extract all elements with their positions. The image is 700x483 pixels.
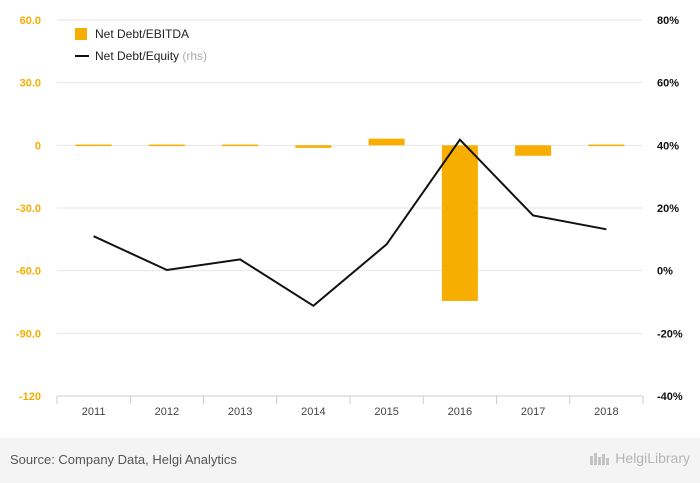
bar-2011 [75, 144, 112, 147]
brand-name: HelgiLibrary [615, 450, 690, 466]
y-right-tick-label: 0% [657, 266, 673, 278]
y-right-tick-label: 40% [657, 140, 679, 152]
bar-2012 [148, 144, 185, 147]
y-left-tick-label: -60.0 [16, 266, 41, 278]
legend-series-name: Net Debt/Equity [95, 49, 182, 63]
chart-svg: 60.0 30.0 0 -30.0 -60.0 -90.0 -120 80% 60% 40% 20%… [16, 15, 683, 418]
y-right-tick-label: -40% [657, 391, 683, 403]
legend-swatch-net-debt-ebitda [75, 28, 87, 40]
x-tick-label: 2011 [82, 406, 106, 418]
x-tick-label: 2012 [155, 406, 179, 418]
library-icon [590, 453, 610, 465]
x-tick-label: 2017 [521, 406, 545, 418]
bar-2018 [588, 144, 625, 147]
y-left-tick-label: 60.0 [20, 15, 41, 27]
bar-2017 [515, 145, 552, 156]
x-tick-label: 2014 [301, 406, 325, 418]
bar-2015 [368, 138, 405, 146]
brand-logo: HelgiLibrary [589, 450, 690, 466]
bar-2016 [441, 145, 478, 301]
y-left-tick-label: -90.0 [16, 328, 41, 340]
source-note: Source: Company Data, Helgi Analytics [10, 452, 237, 467]
x-tick-label: 2015 [374, 406, 398, 418]
y-left-tick-label: 30.0 [20, 78, 41, 90]
y-right-tick-label: -20% [657, 328, 683, 340]
footer: Source: Company Data, Helgi Analytics He… [0, 438, 700, 483]
x-tick-label: 2018 [594, 406, 618, 418]
bar-2013 [222, 144, 259, 147]
x-tick-label: 2016 [448, 406, 472, 418]
y-right-tick-label: 80% [657, 15, 679, 27]
net-debt-equity-line [93, 138, 607, 308]
legend-rhs-note: (rhs) [182, 49, 207, 63]
y-left-tick-label: -30.0 [16, 203, 41, 215]
y-left-tick-label: 0 [35, 140, 41, 152]
x-tick-label: 2013 [228, 406, 252, 418]
legend-label-net-debt-ebitda: Net Debt/EBITDA [95, 27, 189, 41]
bar-2014 [295, 145, 332, 148]
y-right-tick-label: 20% [657, 203, 679, 215]
y-right-tick-label: 60% [657, 78, 679, 90]
y-left-tick-label: -120 [19, 391, 41, 403]
legend-label-net-debt-equity: Net Debt/Equity (rhs) [95, 49, 207, 63]
